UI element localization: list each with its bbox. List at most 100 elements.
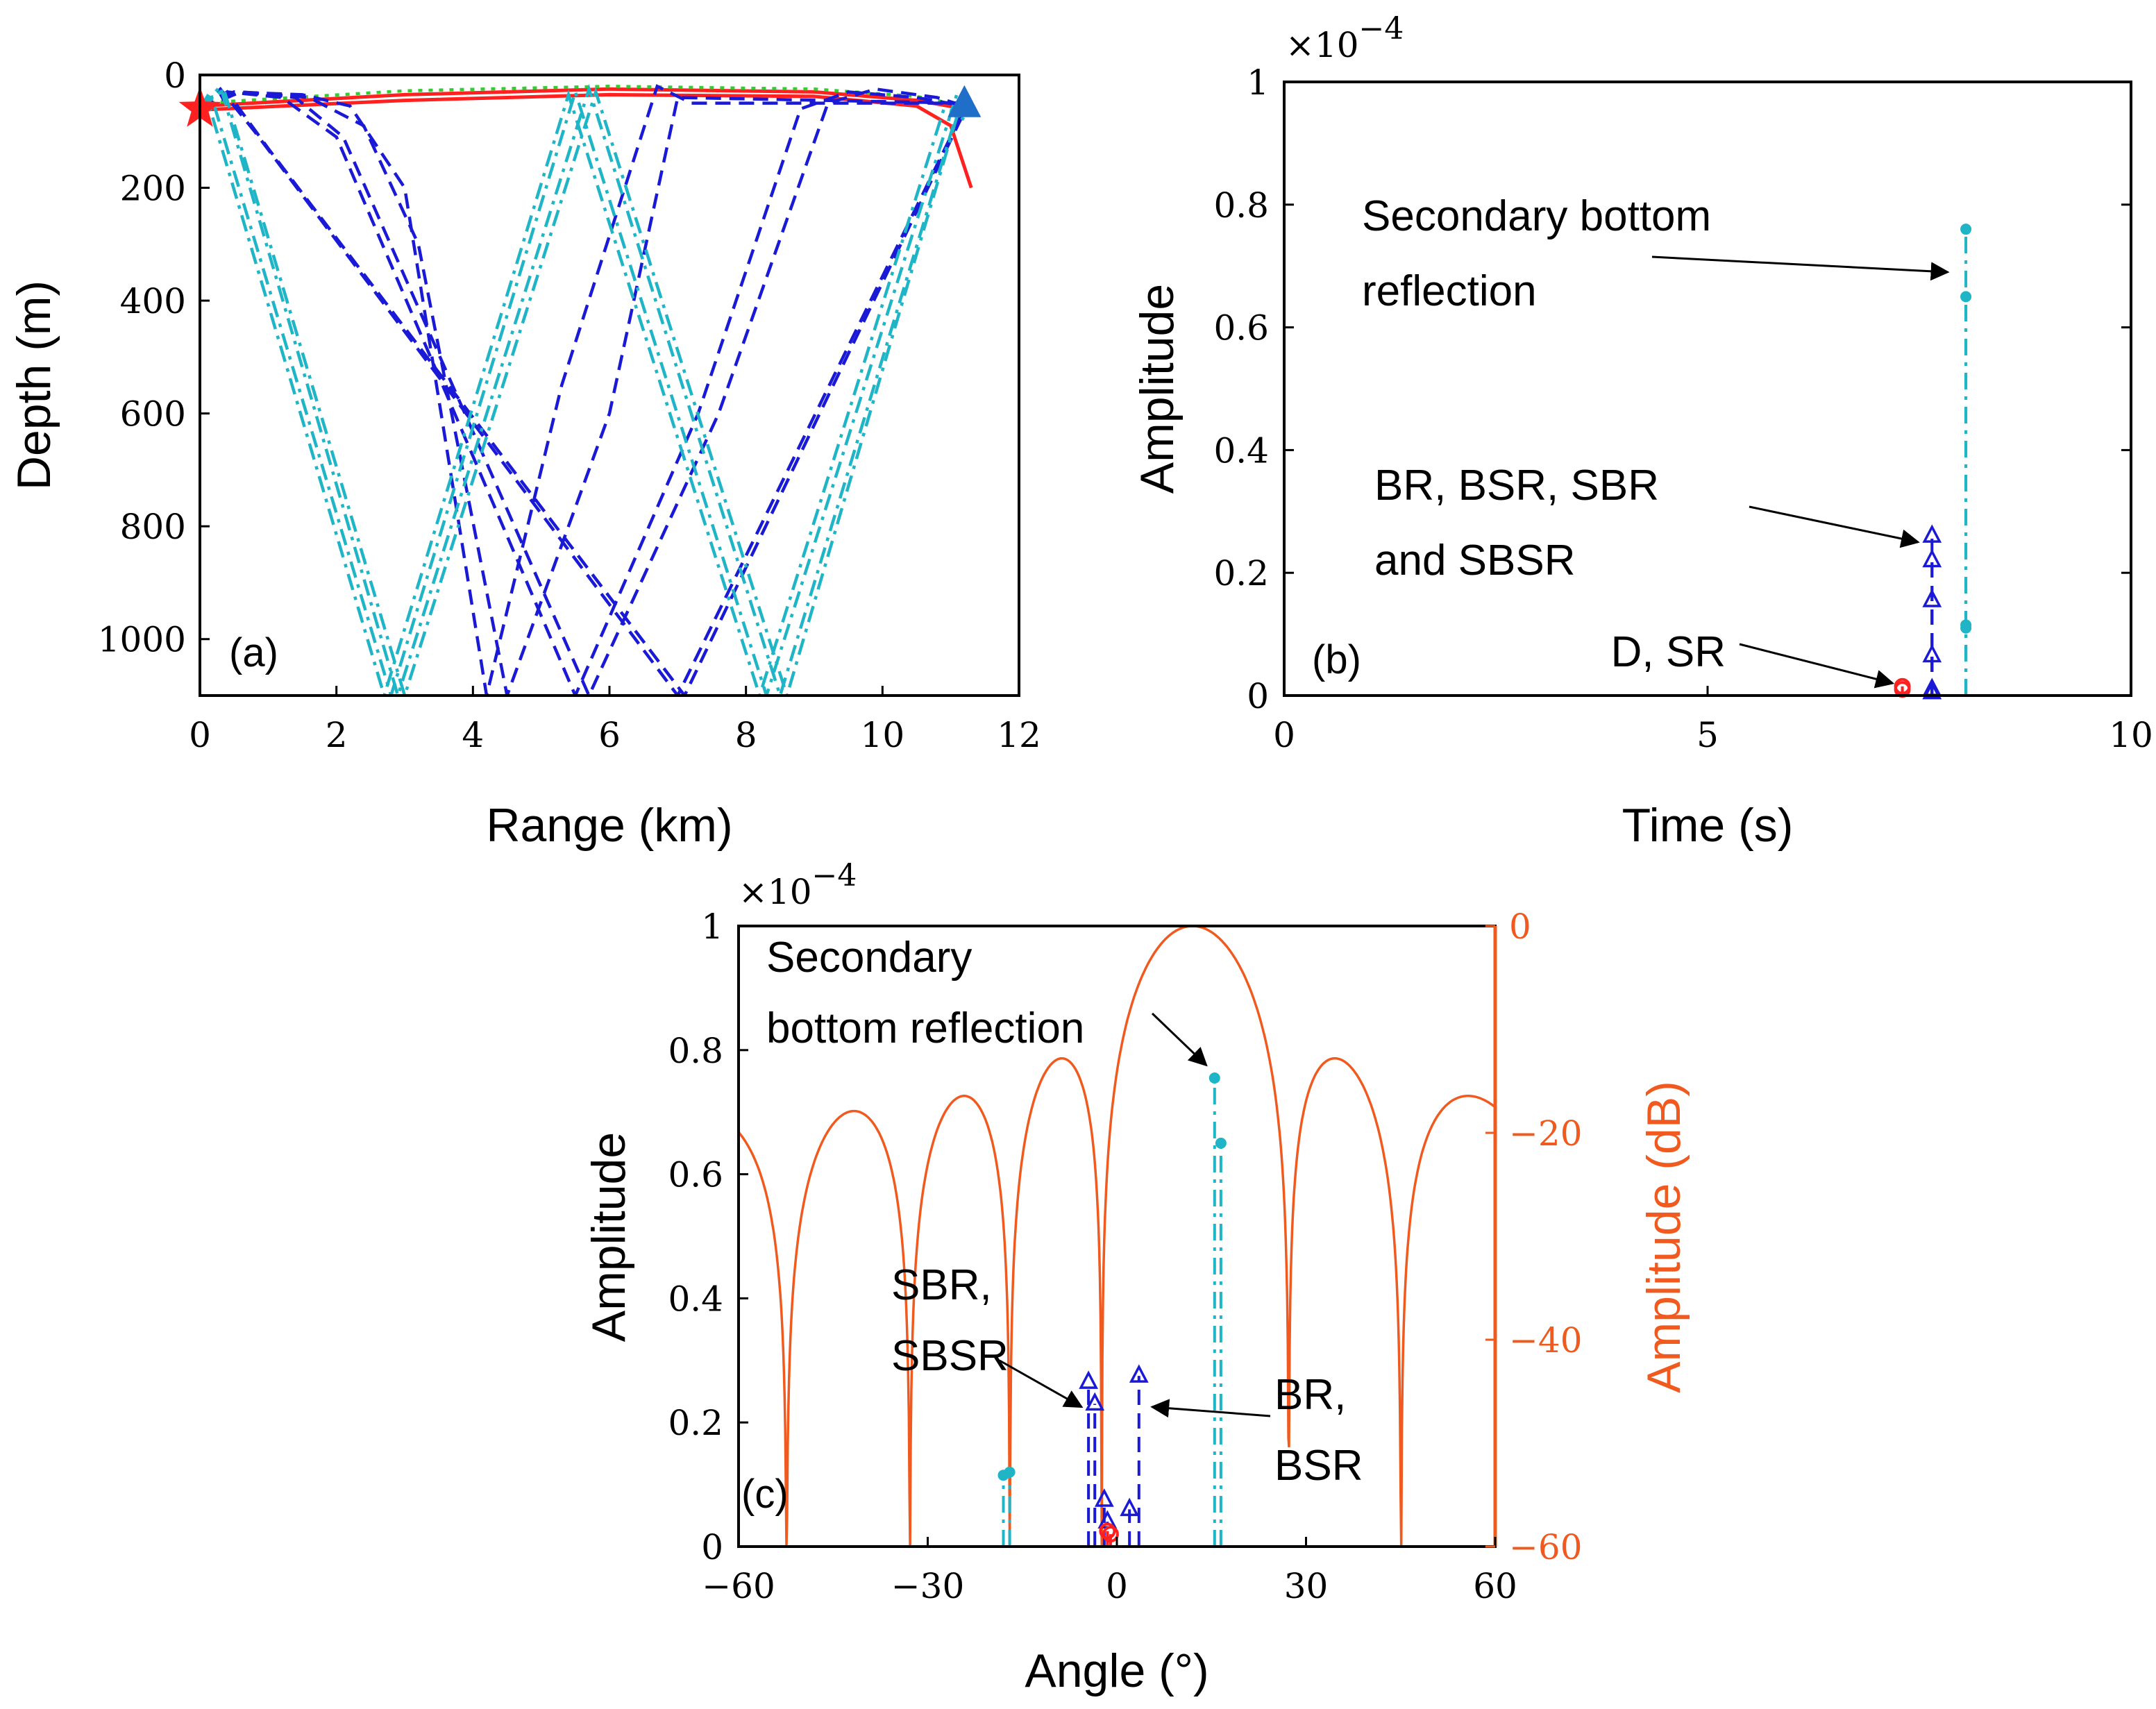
panel-c-x-tick-label: −60 xyxy=(702,1566,775,1606)
panel-c-x-tick-label: 0 xyxy=(1106,1566,1128,1606)
panel-c: −60 −30 0 30 60 0 0.2 0.4 0.6 0.8 1 −60 −40 −20 0 ×1… xyxy=(582,858,1690,1697)
panel-b-point xyxy=(1922,680,1942,700)
panel-a-x-tick-label: 2 xyxy=(326,715,348,755)
panel-b-y-tick-label: 0.8 xyxy=(1213,185,1269,226)
panel-b-exponent: ×10−4 xyxy=(1286,11,1404,65)
panel-c-y-tick-label: 0.8 xyxy=(668,1031,723,1071)
panel-c-point xyxy=(1094,1488,1114,1507)
panel-a-y-tick-label: 0 xyxy=(164,56,186,96)
panel-a-y-ticks: 0 200 400 600 800 1000 xyxy=(98,56,210,660)
panel-b-point xyxy=(1960,291,1972,303)
panel-c-y-tick-label: 0.6 xyxy=(668,1155,723,1195)
panel-b-point xyxy=(1922,643,1942,663)
panel-c-right-y-tick-label: −40 xyxy=(1509,1320,1583,1361)
panel-c-annotations: Secondary bottom reflection SBR, SBSR BR, BSR xyxy=(766,934,1363,1490)
panel-a-x-tick-label: 6 xyxy=(598,715,621,755)
panel-b-x-tick-label: 0 xyxy=(1273,715,1295,755)
panel-b-y-tick-label: 0.6 xyxy=(1213,308,1269,348)
panel-c-right-y-tick-label: 0 xyxy=(1509,907,1531,947)
panel-c-annotation-arrow xyxy=(1151,1012,1208,1067)
panel-c-point xyxy=(1215,1137,1227,1149)
panel-a-x-label: Range (km) xyxy=(486,799,732,852)
panel-c-point xyxy=(1208,1072,1220,1084)
panel-a-x-tick-label: 10 xyxy=(861,715,905,755)
panel-c-annotation-text: BSR xyxy=(1274,1442,1363,1490)
panel-c-point xyxy=(1085,1392,1105,1411)
panel-b-point xyxy=(1922,548,1942,568)
panel-b-x-ticks: 0 5 10 xyxy=(1273,686,2153,755)
panel-c-x-tick-label: −30 xyxy=(891,1566,965,1606)
panel-b-point xyxy=(1922,524,1942,543)
panel-a-x-tick-label: 0 xyxy=(189,715,211,755)
panel-c-x-tick-label: 30 xyxy=(1284,1566,1329,1606)
panel-b: 0 5 10 0 0.2 0.4 0.6 0.8 1 ×10−4 Time (s) Ampli… xyxy=(1131,11,2153,852)
panel-a-y-tick-label: 1000 xyxy=(98,620,186,660)
panel-a-ray-2-5 xyxy=(200,90,966,696)
panel-a-receiver-triangle xyxy=(948,85,982,117)
panel-c-point xyxy=(1099,1522,1116,1540)
panel-b-y-ticks: 0 0.2 0.4 0.6 0.8 1 xyxy=(1213,62,2131,716)
panel-a-ray-2-3 xyxy=(200,87,965,696)
panel-c-right-y-tick-label: −20 xyxy=(1509,1113,1583,1154)
panel-b-annotation-arrow xyxy=(1749,505,1920,548)
panel-b-y-tick-label: 0.2 xyxy=(1213,553,1269,593)
panel-b-label: (b) xyxy=(1312,637,1361,682)
panel-c-annotation-arrow xyxy=(1150,1399,1271,1418)
panel-b-annotation-text: and SBSR xyxy=(1374,537,1576,584)
panel-a-plot-area xyxy=(178,74,1020,697)
panel-c-y-ticks: 0 0.2 0.4 0.6 0.8 1 xyxy=(668,907,748,1567)
panel-b-x-tick-label: 5 xyxy=(1696,715,1719,755)
panel-b-y-tick-label: 1 xyxy=(1247,62,1269,103)
panel-a: 0 2 4 6 8 10 12 0 200 400 600 800 1000 Range (km) D… xyxy=(8,56,1041,852)
panel-b-point xyxy=(1922,589,1942,607)
panel-a-y-tick-label: 400 xyxy=(120,281,186,321)
panel-c-y-tick-label: 0 xyxy=(701,1527,723,1567)
panel-b-annotation-text: Secondary bottom xyxy=(1362,192,1711,240)
panel-b-y-label: Amplitude xyxy=(1131,284,1184,494)
panel-c-annotation-arrow xyxy=(999,1359,1084,1408)
panel-b-x-tick-label: 10 xyxy=(2109,715,2153,755)
panel-c-point xyxy=(1004,1466,1016,1478)
panel-c-y-label: Amplitude xyxy=(582,1132,635,1342)
panel-a-ray-3-3 xyxy=(200,86,966,696)
panel-c-annotation-text: SBSR xyxy=(891,1332,1009,1380)
panel-b-annotation-text: reflection xyxy=(1362,267,1537,315)
panel-a-x-ticks: 0 2 4 6 8 10 12 xyxy=(189,686,1041,755)
panel-a-x-tick-label: 8 xyxy=(735,715,757,755)
panel-c-annotation-text: BR, xyxy=(1274,1371,1346,1419)
panel-c-x-label: Angle (°) xyxy=(1025,1644,1208,1697)
panel-a-x-tick-label: 4 xyxy=(462,715,484,755)
panel-c-y-tick-label: 1 xyxy=(701,907,723,947)
panel-b-annotation-text: D, SR xyxy=(1611,628,1726,676)
panel-a-y-tick-label: 200 xyxy=(120,169,186,209)
panel-b-y-tick-label: 0 xyxy=(1247,676,1269,716)
panel-a-y-label: Depth (m) xyxy=(8,280,60,490)
panel-b-frame xyxy=(1283,81,2132,697)
panel-b-x-label: Time (s) xyxy=(1622,799,1794,852)
panel-c-right-y-ticks: −60 −40 −20 0 xyxy=(1485,907,1583,1567)
panel-b-annotation-arrow xyxy=(1651,255,1950,281)
panel-c-point xyxy=(1079,1370,1099,1389)
panel-c-x-ticks: −60 −30 0 30 60 xyxy=(702,1537,1517,1606)
panel-c-y-tick-label: 0.2 xyxy=(668,1403,723,1443)
panel-c-annotation-text: Secondary xyxy=(766,934,972,982)
panel-a-ray-2-1 xyxy=(200,90,965,696)
panel-a-x-tick-label: 12 xyxy=(997,715,1041,755)
panel-a-ray-3-1 xyxy=(200,83,966,696)
panel-c-annotation-text: bottom reflection xyxy=(766,1004,1084,1052)
panel-a-ray-0-1 xyxy=(200,92,973,189)
panel-c-label: (c) xyxy=(741,1472,789,1517)
panel-c-point xyxy=(1120,1497,1140,1517)
panel-a-ray-1-0 xyxy=(200,85,965,108)
panel-c-x-tick-label: 60 xyxy=(1473,1566,1517,1606)
panel-a-y-tick-label: 600 xyxy=(120,394,186,435)
panel-c-right-y-label: Amplitude (dB) xyxy=(1637,1081,1690,1393)
panel-c-point xyxy=(1102,1526,1119,1543)
panel-c-y-tick-label: 0.4 xyxy=(668,1279,723,1319)
panel-a-ray-3-0 xyxy=(200,86,959,696)
panel-a-ray-3-2 xyxy=(200,89,965,696)
panel-b-annotation-text: BR, BSR, SBR xyxy=(1374,462,1659,510)
panel-b-annotation-arrow xyxy=(1739,643,1895,689)
panel-b-annotations: Secondary bottom reflection BR, BSR, SBR an… xyxy=(1362,192,1950,689)
